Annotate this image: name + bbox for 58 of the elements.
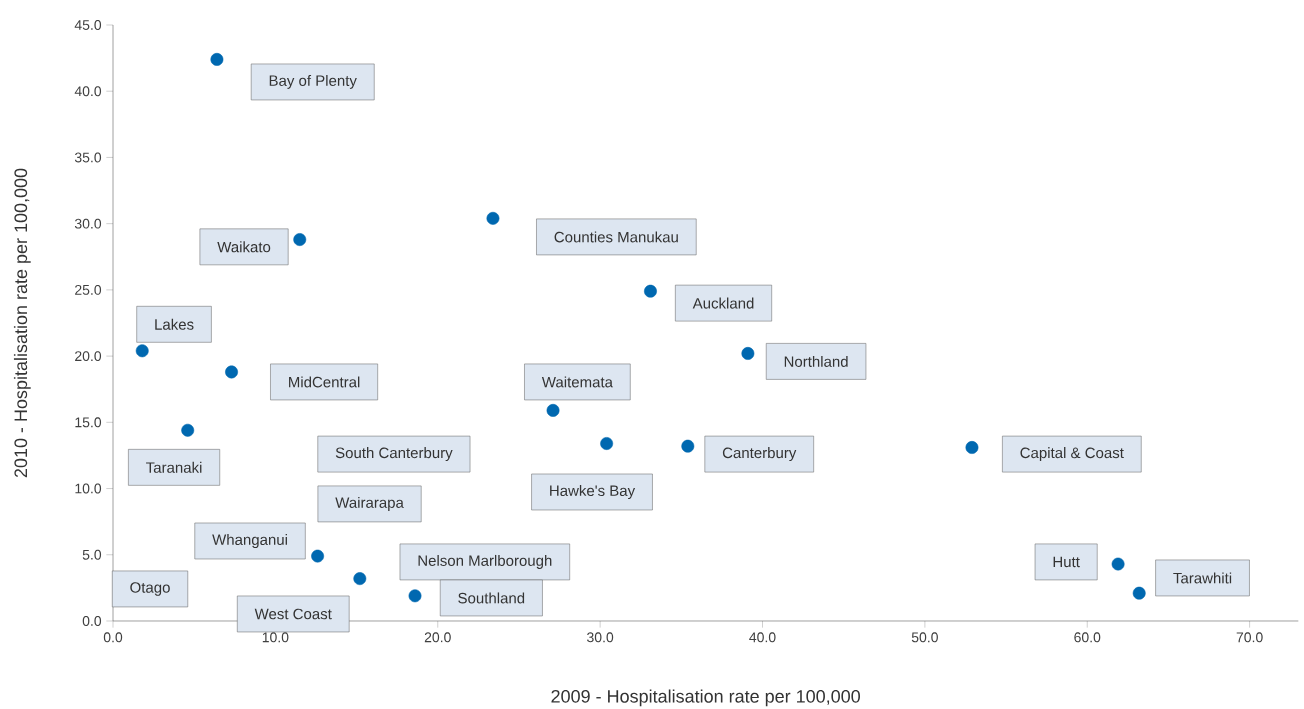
x-axis-title: 2009 - Hospitalisation rate per 100,000 <box>551 689 860 707</box>
point <box>644 284 657 298</box>
x-tick-label: 60.0 <box>1074 632 1101 643</box>
y-tick-label: 0.0 <box>82 616 102 626</box>
point <box>181 423 195 437</box>
y-tick-label: 35.0 <box>74 152 102 163</box>
annotation: South Canterbury <box>335 447 453 462</box>
x-tick-label: 20.0 <box>424 632 451 643</box>
x-tick-label: 10.0 <box>262 632 289 643</box>
y-axis-title: 2010 - Hospitalisation rate per 100,000 <box>13 168 31 478</box>
point <box>353 572 367 586</box>
x-tick-label: 50.0 <box>911 632 938 643</box>
point <box>408 589 422 603</box>
point <box>293 233 307 246</box>
y-tick-label: 10.0 <box>75 483 102 494</box>
annotation: Hutt <box>1053 556 1080 568</box>
annotation: Waikato <box>217 241 271 253</box>
x-tick-label: 70.0 <box>1236 632 1263 643</box>
y-tick-label: 20.0 <box>75 351 102 362</box>
annotation: Tarawhiti <box>1173 572 1232 584</box>
y-tick-label: 5.0 <box>82 549 102 560</box>
y-tick-label: 25.0 <box>75 284 102 295</box>
annotation: Lakes <box>155 318 194 330</box>
point <box>311 549 324 563</box>
annotation: Whanganui <box>212 533 287 548</box>
x-tick-label: 40.0 <box>749 632 776 643</box>
annotation: Wairarapa <box>335 496 404 511</box>
point <box>1111 557 1125 571</box>
annotation: Southland <box>458 592 525 604</box>
annotation: Hawke's Bay <box>550 484 636 499</box>
annotation: Bay of Plenty <box>269 74 357 89</box>
y-tick-label: 40.0 <box>74 86 102 97</box>
point <box>600 437 614 450</box>
point <box>965 441 979 454</box>
annotation: Waitemata <box>541 376 613 388</box>
y-tick-label: 45.0 <box>74 20 102 30</box>
point <box>225 365 238 379</box>
y-tick-label: 30.0 <box>74 218 102 229</box>
annotation: Nelson Marlborough <box>418 554 552 569</box>
point <box>210 53 224 66</box>
point <box>1132 586 1146 600</box>
annotation: Northland <box>784 355 848 367</box>
point <box>486 211 500 225</box>
annotation: Taranaki <box>146 461 202 473</box>
annotation: Otago <box>130 582 170 596</box>
point <box>741 347 755 360</box>
x-tick-label: 30.0 <box>587 632 614 643</box>
x-tick-label: 0.0 <box>103 632 123 643</box>
annotation: Canterbury <box>722 447 797 462</box>
annotation: Capital & Coast <box>1020 447 1124 462</box>
annotation: Counties Manukau <box>554 231 678 243</box>
annotation: MidCentral <box>289 376 360 388</box>
point <box>681 439 695 453</box>
y-tick-label: 15.0 <box>75 417 102 428</box>
point <box>546 404 560 417</box>
point <box>135 344 149 358</box>
annotation: West Coast <box>254 608 332 620</box>
annotation: Auckland <box>692 297 754 309</box>
